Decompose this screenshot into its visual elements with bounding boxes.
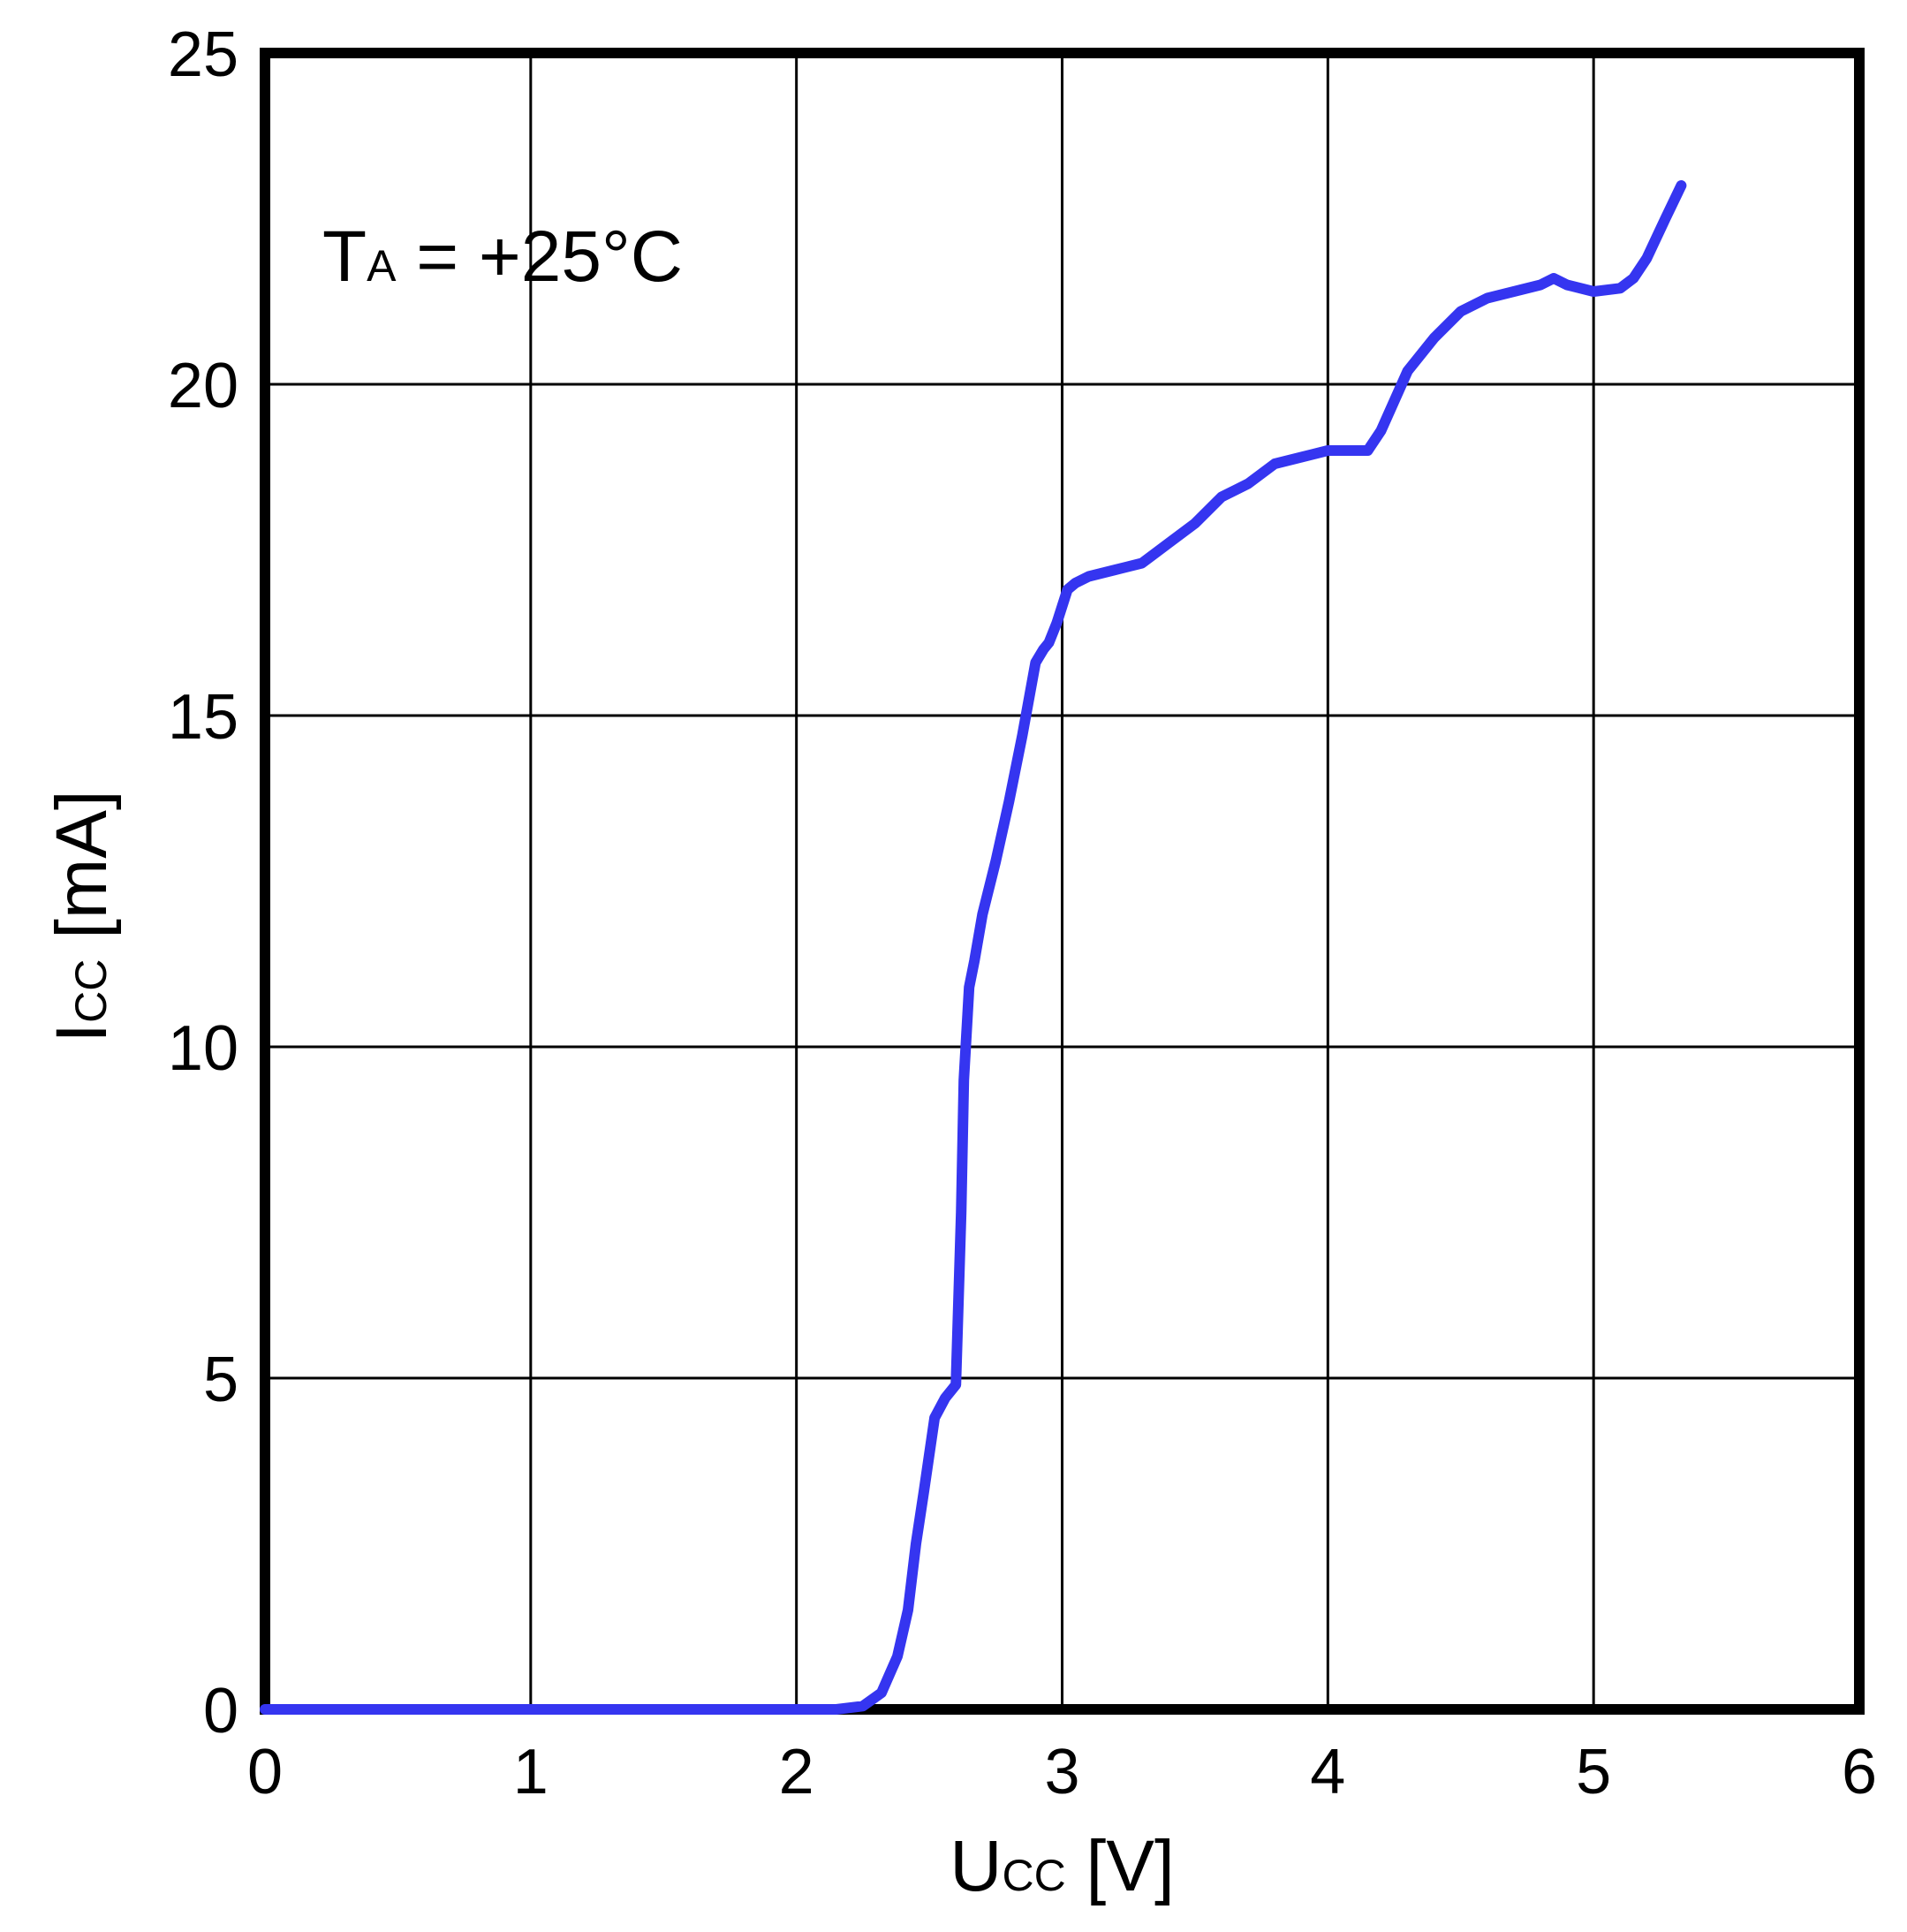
y-axis-label: ICC [mA]	[42, 790, 122, 1042]
grid-lines	[265, 53, 1859, 1709]
y-tick-label-2: 10	[168, 1013, 238, 1084]
annotation-rest: = +25°C	[396, 216, 683, 297]
y-tick-label-4: 20	[168, 351, 238, 421]
x-tick-label-0: 0	[247, 1737, 283, 1807]
x-axis-label-main: U	[950, 1826, 1002, 1906]
x-axis-label-sub: CC	[1002, 1851, 1065, 1900]
x-tick-label-2: 2	[779, 1737, 814, 1807]
annotation-sub: A	[367, 241, 397, 291]
x-tick-label-3: 3	[1044, 1737, 1079, 1807]
plot-frame	[260, 48, 1865, 1715]
y-axis-label-sub: CC	[66, 959, 116, 1023]
x-tick-label-4: 4	[1310, 1737, 1345, 1807]
series-line-0	[260, 180, 1687, 1715]
y-tick-label-3: 15	[168, 682, 238, 753]
x-axis-label: UCC [V]	[950, 1826, 1174, 1906]
y-axis-label-main: I	[42, 1023, 122, 1043]
annotation-main: T	[322, 216, 367, 297]
y-axis-label-unit: [mA]	[42, 790, 122, 958]
x-tick-label-6: 6	[1842, 1737, 1877, 1807]
x-tick-label-1: 1	[513, 1737, 549, 1807]
y-tick-label-5: 25	[168, 19, 238, 90]
series-layer	[260, 180, 1687, 1715]
tick-labels: 0 1 2 3 4 5 6 0 5 10 15 20 25	[168, 19, 1877, 1807]
y-tick-label-1: 5	[203, 1345, 238, 1415]
temperature-annotation: TA = +25°C	[322, 216, 683, 297]
x-tick-label-5: 5	[1576, 1737, 1611, 1807]
x-axis-label-unit: [V]	[1066, 1826, 1175, 1906]
y-tick-label-0: 0	[203, 1676, 238, 1746]
